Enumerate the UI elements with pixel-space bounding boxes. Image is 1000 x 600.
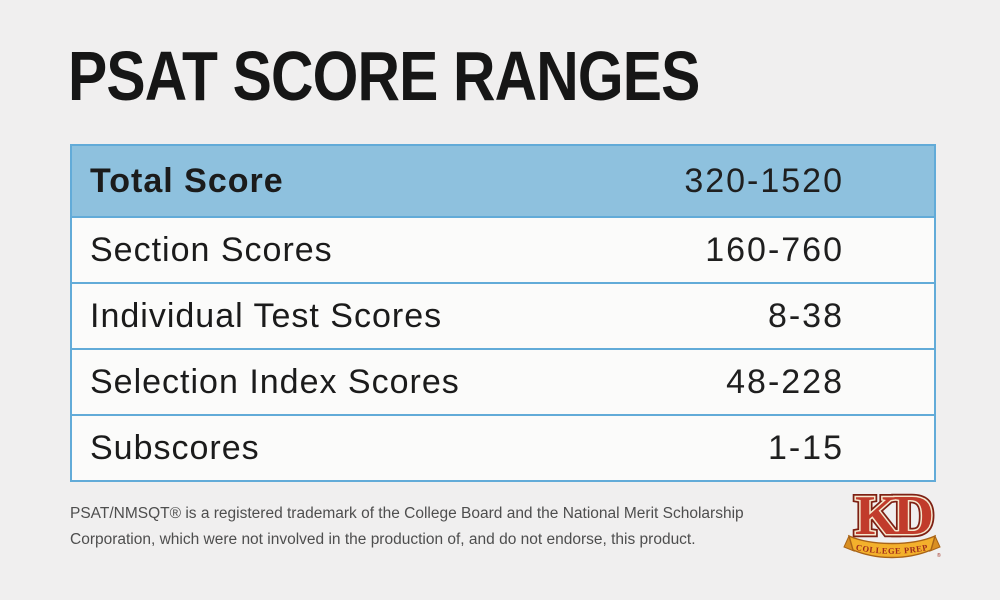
row-label: Selection Index Scores	[90, 362, 460, 401]
table-row-selection-index-scores: Selection Index Scores 48-228	[72, 348, 934, 414]
table-row-section-scores: Section Scores 160-760	[72, 216, 934, 282]
row-label: Subscores	[90, 428, 260, 467]
page-title: PSAT SCORE RANGES	[68, 37, 700, 115]
kd-letters-cream-inline: KD	[855, 487, 932, 547]
table-row-total-score: Total Score 320-1520	[72, 146, 934, 216]
table-row-subscores: Subscores 1-15	[72, 414, 934, 480]
kd-letters: KD	[855, 487, 932, 547]
row-value: 48-228	[726, 362, 844, 401]
row-value: 320-1520	[684, 161, 844, 200]
trademark-disclaimer: PSAT/NMSQT® is a registered trademark of…	[70, 501, 770, 553]
disclaimer-line-2: Corporation, which were not involved in …	[70, 531, 696, 548]
table-row-individual-test-scores: Individual Test Scores 8-38	[72, 282, 934, 348]
banner-text-wrap: COLLEGE PREP	[855, 542, 929, 556]
disclaimer-line-1: PSAT/NMSQT® is a registered trademark of…	[70, 505, 744, 522]
banner-text: COLLEGE PREP	[855, 542, 928, 556]
banner-ribbon	[847, 534, 937, 559]
score-range-table: Total Score 320-1520 Section Scores 160-…	[70, 144, 936, 482]
registered-mark: ®	[937, 552, 941, 559]
kd-college-prep-logo: KD KD KD COLLEGE PREP ®	[843, 487, 941, 559]
row-value: 160-760	[705, 230, 844, 269]
row-label: Total Score	[90, 161, 284, 200]
row-label: Section Scores	[90, 230, 333, 269]
row-value: 1-15	[767, 428, 844, 467]
row-label: Individual Test Scores	[90, 296, 443, 335]
row-value: 8-38	[767, 296, 844, 335]
